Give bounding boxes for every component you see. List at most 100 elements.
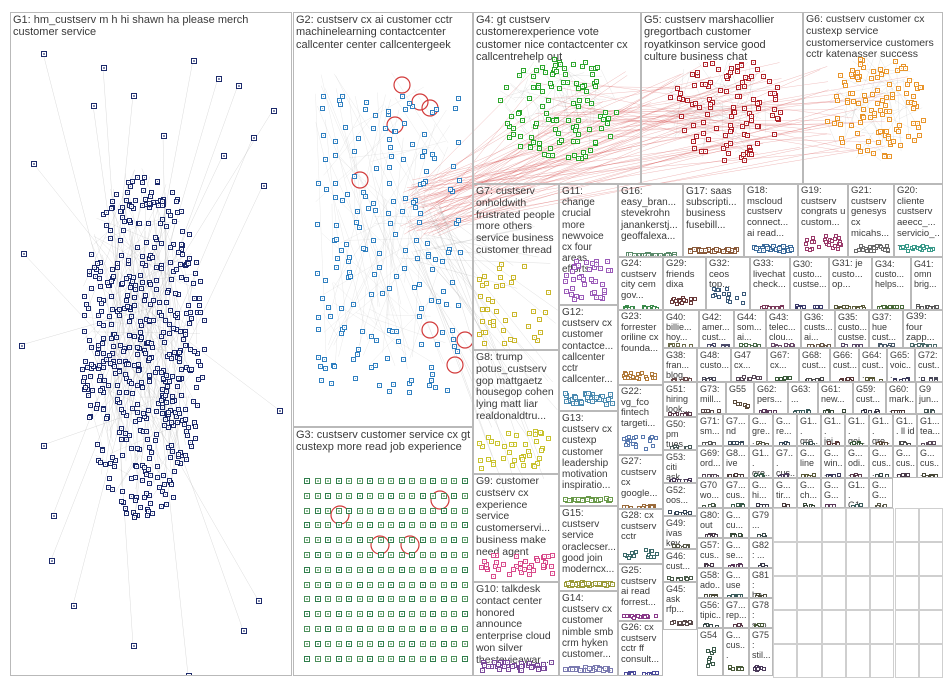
user-avatar-icon[interactable]	[329, 381, 335, 387]
user-avatar-icon[interactable]	[141, 410, 147, 416]
user-avatar-icon[interactable]	[159, 369, 165, 375]
user-avatar-icon[interactable]	[887, 116, 893, 122]
user-avatar-icon[interactable]	[109, 206, 115, 212]
user-avatar-icon[interactable]	[314, 492, 321, 499]
user-avatar-icon[interactable]	[417, 210, 423, 216]
user-avatar-icon[interactable]	[338, 248, 344, 254]
user-avatar-icon[interactable]	[342, 125, 348, 131]
user-avatar-icon[interactable]	[71, 603, 77, 609]
user-avatar-icon[interactable]	[109, 321, 115, 327]
user-avatar-icon[interactable]	[872, 248, 877, 253]
user-avatar-icon[interactable]	[106, 313, 112, 319]
user-avatar-icon[interactable]	[122, 371, 128, 377]
user-avatar-icon[interactable]	[398, 566, 405, 573]
user-avatar-icon[interactable]	[735, 503, 740, 507]
user-avatar-icon[interactable]	[109, 293, 115, 299]
user-avatar-icon[interactable]	[109, 336, 115, 342]
user-avatar-icon[interactable]	[148, 501, 154, 507]
user-avatar-icon[interactable]	[178, 366, 184, 372]
user-avatar-icon[interactable]	[448, 187, 454, 193]
user-avatar-icon[interactable]	[325, 478, 331, 484]
user-avatar-icon[interactable]	[159, 266, 165, 272]
user-avatar-icon[interactable]	[314, 596, 321, 603]
user-avatar-icon[interactable]	[420, 154, 426, 160]
user-avatar-icon[interactable]	[710, 410, 715, 413]
user-avatar-icon[interactable]	[304, 552, 310, 558]
user-avatar-icon[interactable]	[335, 537, 342, 544]
user-avatar-icon[interactable]	[711, 503, 716, 507]
user-avatar-icon[interactable]	[120, 281, 126, 287]
user-avatar-icon[interactable]	[85, 306, 91, 312]
user-avatar-icon[interactable]	[554, 69, 560, 75]
user-avatar-icon[interactable]	[367, 640, 373, 647]
user-avatar-icon[interactable]	[148, 282, 153, 288]
user-avatar-icon[interactable]	[728, 128, 734, 134]
user-avatar-icon[interactable]	[398, 655, 405, 662]
user-avatar-icon[interactable]	[367, 581, 373, 588]
user-avatar-icon[interactable]	[708, 102, 714, 108]
user-avatar-icon[interactable]	[169, 356, 175, 362]
user-avatar-icon[interactable]	[388, 596, 394, 603]
user-avatar-icon[interactable]	[335, 626, 342, 632]
user-avatar-icon[interactable]	[461, 507, 468, 514]
user-avatar-icon[interactable]	[138, 285, 144, 291]
user-avatar-icon[interactable]	[576, 117, 581, 123]
user-avatar-icon[interactable]	[388, 552, 394, 558]
user-avatar-icon[interactable]	[166, 409, 172, 415]
user-avatar-icon[interactable]	[97, 321, 103, 327]
user-avatar-icon[interactable]	[419, 626, 426, 632]
user-avatar-icon[interactable]	[325, 626, 331, 632]
user-avatar-icon[interactable]	[633, 445, 638, 450]
user-avatar-icon[interactable]	[373, 338, 379, 344]
user-avatar-icon[interactable]	[712, 441, 717, 445]
user-avatar-icon[interactable]	[697, 105, 703, 111]
user-avatar-icon[interactable]	[111, 464, 117, 470]
user-avatar-icon[interactable]	[110, 455, 116, 461]
user-avatar-icon[interactable]	[904, 91, 910, 97]
user-avatar-icon[interactable]	[549, 660, 555, 666]
user-avatar-icon[interactable]	[705, 409, 710, 413]
user-avatar-icon[interactable]	[374, 165, 380, 171]
user-avatar-icon[interactable]	[817, 244, 822, 249]
user-avatar-icon[interactable]	[869, 377, 874, 381]
user-avatar-icon[interactable]	[856, 143, 862, 149]
user-avatar-icon[interactable]	[494, 559, 500, 565]
user-avatar-icon[interactable]	[593, 279, 599, 285]
user-avatar-icon[interactable]	[850, 473, 855, 477]
user-avatar-icon[interactable]	[523, 442, 529, 448]
user-avatar-icon[interactable]	[135, 245, 141, 251]
user-avatar-icon[interactable]	[550, 153, 556, 159]
user-avatar-icon[interactable]	[440, 626, 447, 632]
user-avatar-icon[interactable]	[745, 403, 750, 408]
user-avatar-icon[interactable]	[450, 327, 456, 333]
user-avatar-icon[interactable]	[304, 507, 310, 514]
user-avatar-icon[interactable]	[461, 492, 468, 499]
user-avatar-icon[interactable]	[836, 235, 841, 240]
user-avatar-icon[interactable]	[120, 227, 126, 233]
user-avatar-icon[interactable]	[668, 510, 673, 515]
user-avatar-icon[interactable]	[858, 56, 864, 62]
user-avatar-icon[interactable]	[742, 157, 748, 163]
user-avatar-icon[interactable]	[597, 496, 603, 502]
user-avatar-icon[interactable]	[705, 648, 710, 653]
user-avatar-icon[interactable]	[191, 58, 197, 64]
user-avatar-icon[interactable]	[898, 65, 904, 71]
user-avatar-icon[interactable]	[164, 300, 170, 306]
user-avatar-icon[interactable]	[199, 375, 205, 381]
user-avatar-icon[interactable]	[874, 473, 879, 477]
user-avatar-icon[interactable]	[333, 237, 339, 243]
user-avatar-icon[interactable]	[376, 265, 382, 271]
user-avatar-icon[interactable]	[899, 441, 904, 445]
user-avatar-icon[interactable]	[892, 378, 897, 381]
user-avatar-icon[interactable]	[388, 154, 394, 160]
user-avatar-icon[interactable]	[455, 217, 461, 223]
user-avatar-icon[interactable]	[440, 655, 447, 662]
user-avatar-icon[interactable]	[114, 334, 120, 340]
user-avatar-icon[interactable]	[497, 275, 503, 281]
user-avatar-icon[interactable]	[450, 279, 456, 285]
user-avatar-icon[interactable]	[419, 522, 426, 529]
user-avatar-icon[interactable]	[315, 327, 321, 333]
user-avatar-icon[interactable]	[158, 397, 164, 403]
user-avatar-icon[interactable]	[409, 611, 415, 618]
user-avatar-icon[interactable]	[167, 259, 173, 265]
